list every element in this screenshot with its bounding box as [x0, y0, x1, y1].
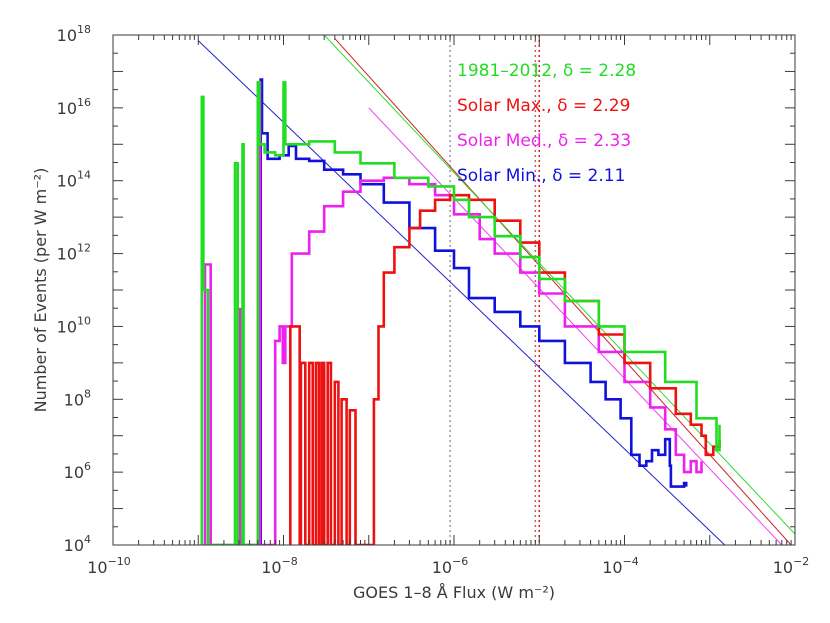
x-tick-label: 10−8 [261, 555, 298, 577]
y-tick-label: 1018 [57, 23, 91, 45]
x-tick-label: 10−6 [432, 555, 469, 577]
y-tick-label: 104 [64, 533, 91, 555]
fit-line-0 [197, 40, 726, 545]
series-line-3 [200, 81, 721, 545]
fit-line-2 [334, 38, 792, 545]
series-layer [200, 78, 721, 545]
legend-entry-0: 1981–2012, δ = 2.28 [457, 61, 636, 81]
series-line-2 [289, 193, 721, 545]
series-line-1 [203, 81, 703, 545]
x-tick-label: 10−2 [773, 555, 810, 577]
y-tick-label: 108 [64, 387, 91, 409]
legend-entry-3: Solar Min., δ = 2.11 [457, 166, 625, 186]
x-tick-label: 10−10 [87, 555, 131, 577]
y-tick-label: 106 [64, 460, 91, 482]
x-axis-title: GOES 1–8 Å Flux (W m⁻²) [353, 583, 555, 602]
plot-frame [112, 34, 796, 546]
x-tick-label: 10−4 [602, 555, 639, 577]
x-axis: 10−10 10−8 10−6 10−4 10−2 [87, 35, 809, 577]
legend: 1981–2012, δ = 2.28 Solar Max., δ = 2.29 S… [457, 61, 636, 186]
series-line-0 [259, 78, 688, 545]
y-tick-label: 1010 [57, 314, 91, 336]
y-tick-label: 1014 [57, 169, 91, 191]
legend-entry-2: Solar Med., δ = 2.33 [457, 131, 631, 151]
y-tick-label: 1016 [57, 96, 91, 118]
y-axis: 104 106 108 1010 1012 1014 1016 1018 [57, 23, 795, 555]
legend-entry-1: Solar Max., δ = 2.29 [457, 96, 630, 116]
y-tick-label: 1012 [57, 242, 91, 264]
y-axis-title: Number of Events (per W m⁻²) [31, 168, 50, 413]
